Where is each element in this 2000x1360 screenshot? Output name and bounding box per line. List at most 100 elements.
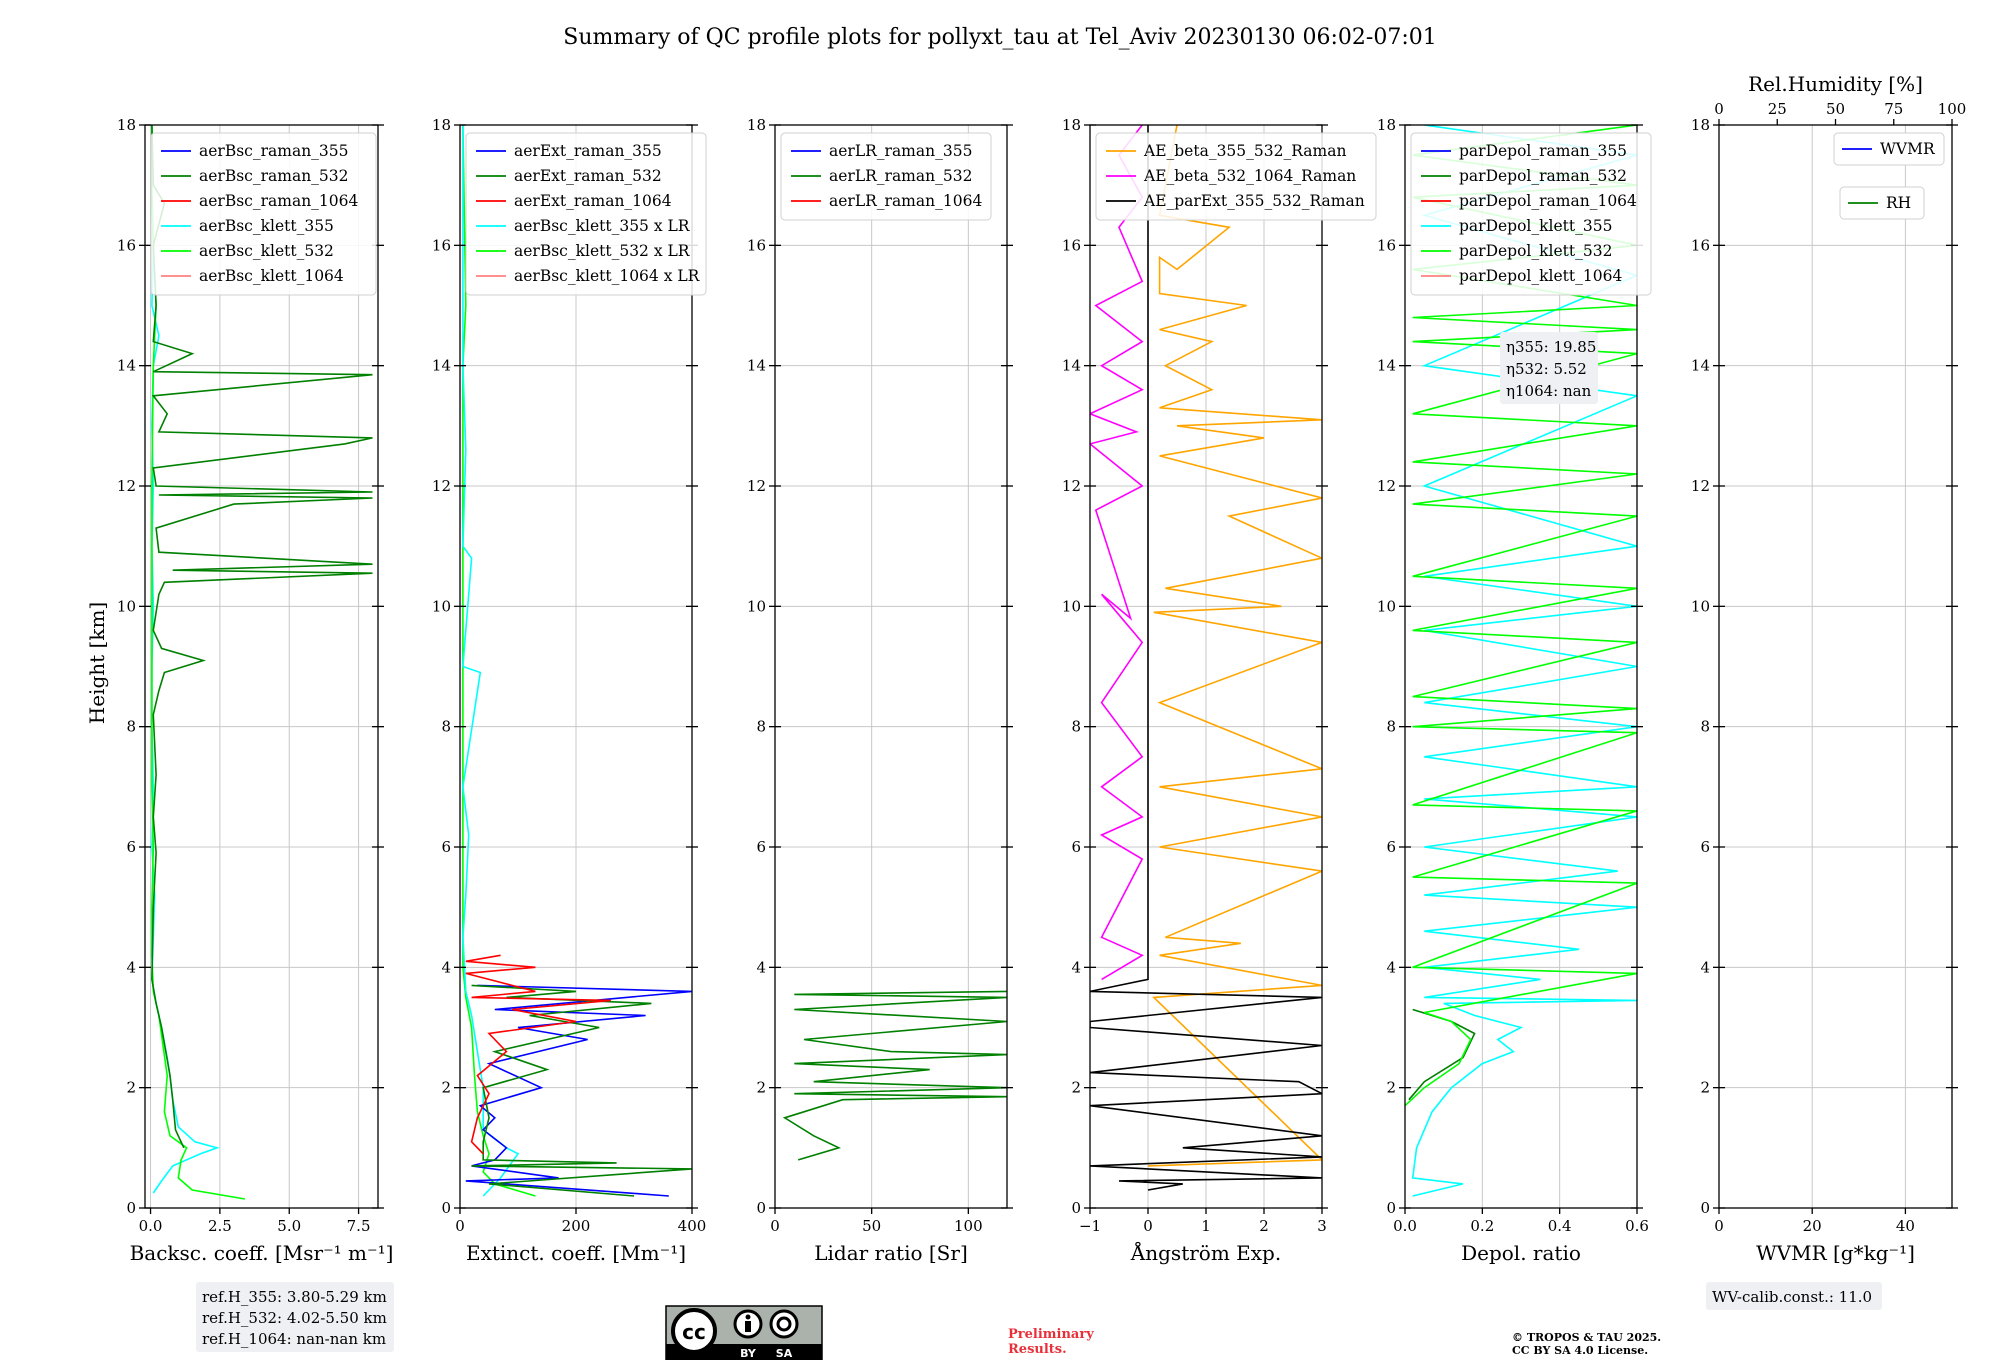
legend-box — [780, 132, 992, 221]
xtick-label: 0.0 — [139, 1217, 163, 1235]
series-AE_beta_355_532_Raman — [1147, 125, 1322, 1167]
xtick-label: 0.2 — [1470, 1217, 1494, 1235]
ytick-label: 18 — [432, 116, 451, 134]
x-axis-label: Extinct. coeff. [Mm⁻¹] — [466, 1241, 686, 1265]
eta-1064: η1064: nan — [1506, 382, 1592, 400]
x-axis-label: Ångström Exp. — [1130, 1240, 1281, 1265]
legend-label: aerBsc_raman_1064 — [199, 192, 359, 210]
legend-label: aerBsc_klett_355 — [199, 217, 334, 235]
ytick-label: 10 — [117, 597, 136, 615]
x-axis-label: Lidar ratio [Sr] — [814, 1241, 968, 1265]
xtick-label: 0 — [770, 1217, 780, 1235]
ytick-label: 18 — [1377, 116, 1396, 134]
series-aerLR_raman_532 — [782, 990, 1007, 1161]
legend-label: aerBsc_klett_532 x LR — [514, 242, 691, 260]
xtick-label: 200 — [562, 1217, 591, 1235]
ytick-label: 6 — [756, 838, 766, 856]
ytick-label: 4 — [1386, 958, 1396, 976]
wv-calib-box: WV-calib.const.: 11.0 — [1706, 1282, 1882, 1310]
wv-calib-const: WV-calib.const.: 11.0 — [1712, 1288, 1872, 1306]
cc-by-label: BY — [740, 1347, 757, 1360]
xtick-label: 0.4 — [1548, 1217, 1572, 1235]
copyright-line-2: CC BY SA 4.0 License. — [1512, 1344, 1648, 1357]
legend-label: parDepol_klett_1064 — [1459, 267, 1622, 285]
ytick-label: 16 — [747, 236, 766, 254]
eta-355: η355: 19.85 — [1506, 338, 1596, 356]
ytick-label: 4 — [126, 958, 136, 976]
legend-label: AE_beta_355_532_Raman — [1143, 142, 1346, 160]
x2tick-label: 0 — [1714, 100, 1724, 118]
legend: aerBsc_raman_355 aerBsc_raman_532 aerBsc_r… — [150, 132, 377, 296]
legend-label: aerBsc_klett_355 x LR — [514, 217, 691, 235]
axes-frame — [1718, 124, 1953, 1209]
ytick-label: 2 — [756, 1079, 766, 1097]
legend-box — [150, 132, 377, 296]
eta-box: η355: 19.85 η532: 5.52 η1064: nan — [1500, 332, 1598, 404]
preliminary-note-1: Preliminary — [1008, 1327, 1094, 1342]
series-group — [782, 990, 1007, 1161]
x-axis-label: WVMR [g*kg⁻¹] — [1756, 1241, 1915, 1265]
preliminary-note-2: Results. — [1008, 1342, 1067, 1357]
x2tick-label: 75 — [1884, 100, 1903, 118]
ytick-label: 2 — [1700, 1079, 1710, 1097]
ytick-label: 0 — [1700, 1199, 1710, 1217]
ytick-label: 4 — [441, 958, 451, 976]
ytick-label: 10 — [432, 597, 451, 615]
ytick-label: 14 — [1062, 357, 1081, 375]
legend-label: aerExt_raman_1064 — [514, 192, 672, 210]
legend-label: aerBsc_klett_1064 — [199, 267, 344, 285]
ytick-label: 0 — [126, 1199, 136, 1217]
x-axis-label: Backsc. coeff. [Msr⁻¹ m⁻¹] — [130, 1241, 394, 1265]
xtick-label: 0.0 — [1393, 1217, 1417, 1235]
sa-icon — [769, 1309, 799, 1339]
ytick-label: 14 — [432, 357, 451, 375]
cc-sa-label: SA — [776, 1347, 793, 1360]
ref-height-box: ref.H_355: 3.80-5.29 km ref.H_532: 4.02-… — [196, 1282, 394, 1352]
ytick-label: 8 — [1071, 718, 1081, 736]
xtick-label: 1 — [1201, 1217, 1211, 1235]
legend-label: parDepol_klett_355 — [1459, 217, 1612, 235]
xtick-label: 5.0 — [277, 1217, 301, 1235]
xtick-label: 50 — [862, 1217, 881, 1235]
legend-label: parDepol_raman_532 — [1459, 167, 1627, 185]
ytick-label: 2 — [126, 1079, 136, 1097]
ytick-label: 4 — [1071, 958, 1081, 976]
ytick-label: 4 — [1700, 958, 1710, 976]
ytick-label: 14 — [117, 357, 136, 375]
legend-label: aerExt_raman_355 — [514, 142, 662, 160]
ytick-label: 6 — [441, 838, 451, 856]
xtick-label: 400 — [678, 1217, 707, 1235]
ytick-label: 12 — [747, 477, 766, 495]
legend-label: parDepol_raman_1064 — [1459, 192, 1637, 210]
ytick-label: 10 — [1377, 597, 1396, 615]
series-aerBsc_raman_532 — [151, 125, 373, 1149]
ytick-label: 18 — [1691, 116, 1710, 134]
xtick-label: 0 — [1143, 1217, 1153, 1235]
ytick-label: 12 — [1377, 477, 1396, 495]
series-group — [1090, 125, 1322, 1191]
ytick-label: 14 — [1377, 357, 1396, 375]
xtick-label: 7.5 — [347, 1217, 371, 1235]
ytick-label: 8 — [1700, 718, 1710, 736]
legend: aerLR_raman_355 aerLR_raman_532 aerLR_rama… — [780, 132, 992, 221]
ref-h-1064: ref.H_1064: nan-nan km — [202, 1330, 386, 1348]
ytick-label: 2 — [1386, 1079, 1396, 1097]
svg-text:cc: cc — [682, 1320, 706, 1344]
ytick-label: 18 — [117, 116, 136, 134]
legend: AE_beta_355_532_Raman AE_beta_532_1064_Ra… — [1095, 132, 1377, 221]
ytick-label: 16 — [117, 236, 136, 254]
panel-5: 0 2 4 6 8 10 12 14 16 18 0.0 0.2 0.4 0.6 Depol. ratio p… — [1377, 116, 1652, 1265]
ytick-label: 18 — [747, 116, 766, 134]
legend: WVMR RH — [1833, 132, 1945, 220]
ref-h-355: ref.H_355: 3.80-5.29 km — [202, 1288, 387, 1306]
cc-license-badge: cc BY SA — [665, 1305, 823, 1360]
series-aerExt_raman_532 — [471, 984, 692, 1197]
cc-icon — [671, 1308, 717, 1354]
ytick-label: 8 — [756, 718, 766, 736]
ytick-label: 0 — [1071, 1199, 1081, 1217]
figure-title: Summary of QC profile plots for pollyxt_… — [563, 25, 1436, 50]
ytick-label: 8 — [441, 718, 451, 736]
legend-label: aerExt_raman_532 — [514, 167, 662, 185]
